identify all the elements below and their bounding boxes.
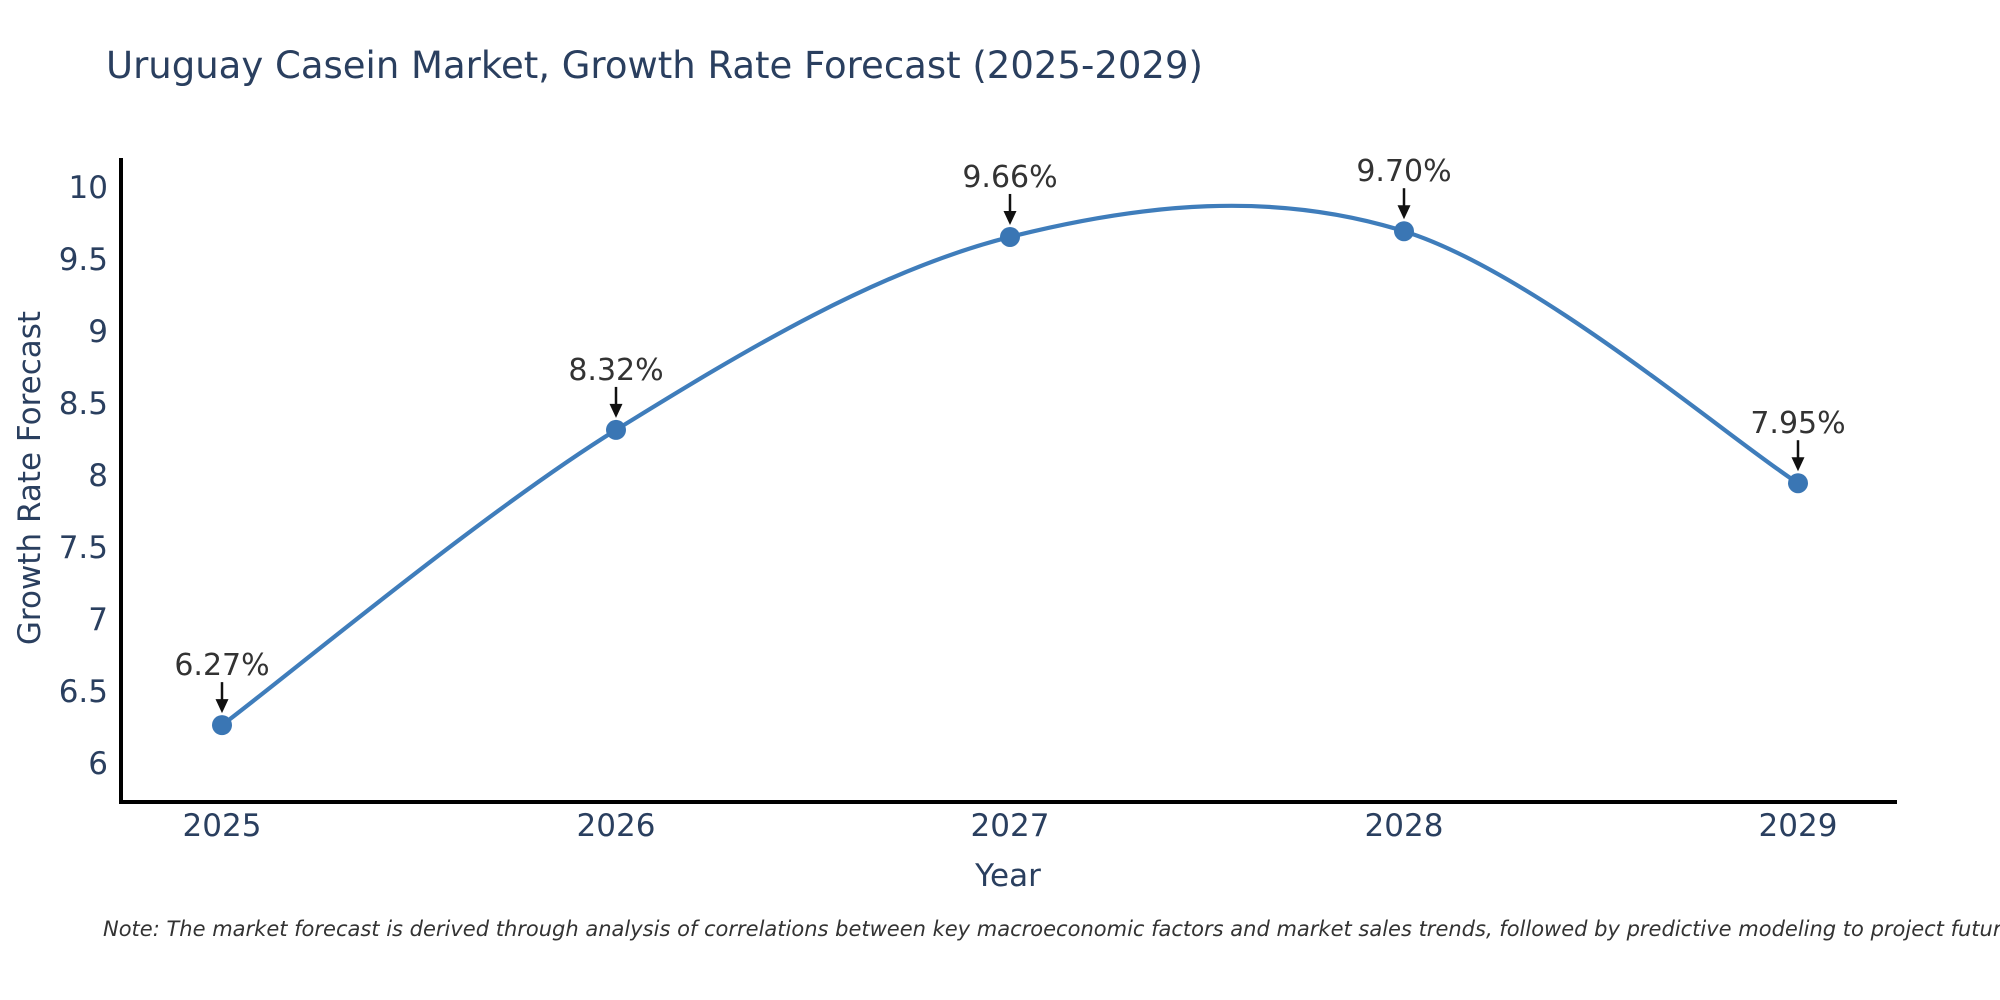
- x-axis-title: Year: [975, 858, 1041, 894]
- y-tick-label: 10: [69, 170, 108, 206]
- annotation-label: 8.32%: [568, 353, 663, 388]
- y-tick-label: 6.5: [59, 674, 108, 710]
- footnote: Note: The market forecast is derived thr…: [103, 917, 2000, 941]
- y-tick-label: 8.5: [59, 386, 108, 422]
- annotation-label: 9.70%: [1356, 154, 1451, 189]
- point-annotation: 9.70%: [1356, 154, 1452, 220]
- data-point: [1000, 226, 1020, 247]
- y-tick-label: 8: [88, 458, 108, 494]
- y-tick-label: 7: [88, 602, 108, 638]
- y-tick-label: 9.5: [59, 242, 108, 278]
- point-annotation: 8.32%: [568, 353, 664, 418]
- y-tick-label: 9: [88, 314, 108, 350]
- annotation-label: 9.66%: [962, 160, 1057, 195]
- data-point: [1394, 221, 1414, 242]
- x-tick-label: 2028: [1365, 808, 1444, 844]
- x-tick-label: 2027: [971, 808, 1050, 844]
- y-axis-title: Growth Rate Forecast: [12, 310, 48, 646]
- y-tick-label: 7.5: [59, 530, 108, 566]
- y-tick-label: 6: [88, 746, 108, 782]
- point-annotation: 6.27%: [174, 648, 270, 714]
- chart-title: Uruguay Casein Market, Growth Rate Forec…: [106, 44, 1203, 87]
- forecast-line: [219, 203, 1801, 728]
- annotation-label: 6.27%: [174, 648, 269, 683]
- point-annotation: 9.66%: [962, 160, 1058, 225]
- annotation-arrow-head: [215, 699, 229, 714]
- data-point: [1788, 473, 1808, 494]
- point-annotation: 7.95%: [1750, 406, 1846, 472]
- data-point: [606, 419, 626, 440]
- data-point: [212, 715, 232, 736]
- annotation-arrow-head: [1397, 205, 1411, 220]
- annotation-arrow-head: [1791, 457, 1805, 472]
- annotation-arrow-head: [1003, 210, 1017, 225]
- annotation-label: 7.95%: [1750, 406, 1845, 441]
- x-tick-label: 2026: [577, 808, 656, 844]
- x-tick-label: 2025: [183, 808, 262, 844]
- x-tick-label: 2029: [1759, 808, 1838, 844]
- annotation-arrow-head: [609, 403, 623, 418]
